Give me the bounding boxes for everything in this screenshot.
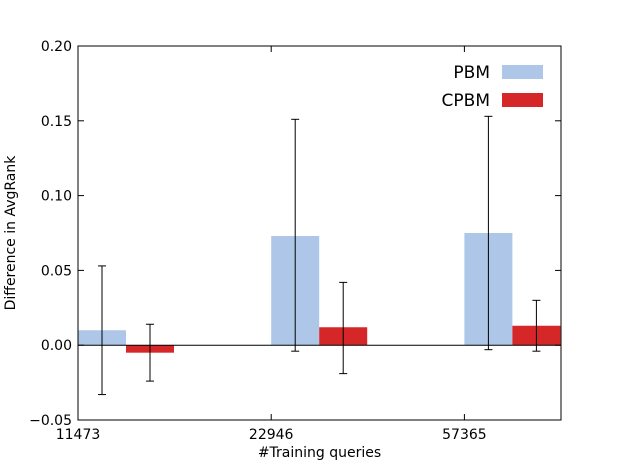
legend-label: PBM — [453, 63, 490, 83]
y-tick-label: 0.20 — [41, 39, 72, 55]
y-axis-label: Difference in AvgRank — [3, 155, 19, 311]
errorbar-cpbm-22946 — [339, 281, 348, 375]
y-tick-label: 0.05 — [41, 263, 72, 279]
errorbar-cpbm-57365 — [532, 299, 541, 352]
y-axis: −0.05 0.00 0.05 0.10 0.15 0.20 — [29, 39, 561, 429]
legend-label: CPBM — [442, 91, 490, 111]
errorbar-cpbm-11473 — [146, 323, 154, 382]
y-tick-label: 0.15 — [41, 114, 72, 130]
y-tick-label: 0.10 — [41, 189, 72, 205]
legend-item-cpbm: CPBM — [442, 91, 543, 111]
y-tick-label: −0.05 — [29, 413, 72, 429]
errorbar-pbm-57365 — [484, 115, 493, 351]
legend-item-pbm: PBM — [453, 63, 543, 83]
errorbar-pbm-22946 — [291, 118, 300, 352]
legend-swatch — [502, 65, 543, 79]
x-tick-label: 22946 — [249, 427, 294, 443]
x-axis: 11473 22946 57365 — [56, 46, 487, 443]
x-tick-label: 57365 — [442, 427, 487, 443]
legend-swatch — [502, 93, 543, 107]
x-tick-label: 11473 — [56, 427, 101, 443]
legend: PBM CPBM — [442, 63, 543, 111]
error-bars-layer — [98, 115, 541, 396]
errorbar-pbm-11473 — [98, 265, 106, 396]
plot-frame — [77, 45, 562, 421]
y-tick-label: 0.00 — [41, 338, 72, 354]
x-axis-label: #Training queries — [258, 445, 381, 461]
